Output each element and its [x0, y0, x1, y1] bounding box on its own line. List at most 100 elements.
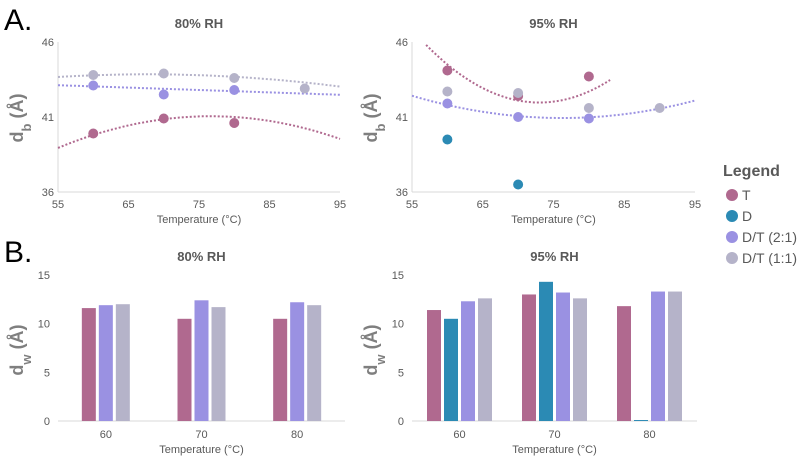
- y-tick-label: 46: [396, 37, 408, 49]
- chart-title: 80% RH: [175, 16, 223, 31]
- scatter-chart-1: 95% RH 55 65 75 85 95 36 41 46 Temperature (°C): [396, 16, 701, 226]
- trendline: [411, 94, 696, 119]
- legend-label-d: D: [742, 208, 752, 224]
- trendline: [57, 115, 341, 149]
- data-point: [442, 86, 453, 97]
- bar: [81, 308, 96, 421]
- panel-label-a: A.: [4, 4, 32, 37]
- x-tick-label: 80: [643, 429, 655, 441]
- x-tick-label: 55: [406, 199, 418, 211]
- x-tick-label: 95: [334, 199, 346, 211]
- data-point: [229, 118, 240, 128]
- y-tick-label: 15: [38, 270, 50, 282]
- bar: [461, 301, 475, 421]
- bar: [273, 318, 288, 421]
- data-point: [229, 73, 240, 83]
- y-tick-label: 36: [396, 187, 408, 199]
- y-tick-label: 0: [398, 416, 404, 428]
- data-point: [158, 68, 169, 79]
- x-axis-label: Temperature (°C): [511, 214, 595, 226]
- data-point: [654, 103, 665, 113]
- legend-marker-t: [726, 189, 738, 201]
- data-point: [442, 134, 453, 145]
- bar: [573, 298, 587, 421]
- bar: [478, 298, 492, 421]
- bar: [556, 292, 570, 421]
- bar: [290, 302, 305, 421]
- y-tick-label: 10: [392, 319, 404, 331]
- y-tick-label: 5: [44, 367, 50, 379]
- bar: [194, 300, 209, 421]
- x-axis-label: Temperature (°C): [512, 444, 596, 456]
- legend: Legend T D D/T (2:1) D/T (1:1): [723, 163, 797, 266]
- chart-title: 80% RH: [177, 249, 225, 264]
- x-tick-label: 60: [453, 429, 465, 441]
- data-point: [442, 65, 453, 76]
- data-point: [158, 113, 169, 124]
- data-point: [442, 98, 453, 109]
- x-tick-label: 75: [547, 199, 559, 211]
- y-tick-label: 46: [42, 37, 54, 49]
- legend-label-dt21: D/T (2:1): [742, 229, 797, 245]
- bar: [177, 318, 192, 421]
- data-point: [158, 89, 169, 100]
- data-point: [583, 113, 594, 124]
- bar-chart-3: 95% RH 0 5 10 15 60 70 80 Temperature (°C): [392, 249, 697, 456]
- bar: [539, 281, 553, 421]
- data-point: [88, 128, 99, 139]
- legend-label-dt11: D/T (1:1): [742, 250, 797, 266]
- legend-title: Legend: [723, 163, 780, 180]
- x-axis-label: Temperature (°C): [157, 214, 241, 226]
- x-tick-label: 65: [122, 199, 134, 211]
- data-point: [513, 88, 524, 98]
- bar: [668, 291, 682, 421]
- x-tick-label: 70: [195, 429, 207, 441]
- panel-label-b: B.: [4, 236, 32, 269]
- y-axis-label: db (Å): [361, 94, 388, 143]
- data-point: [583, 103, 594, 113]
- trendline: [57, 73, 341, 88]
- bar: [307, 305, 322, 421]
- bar: [522, 294, 536, 421]
- data-point: [583, 71, 594, 82]
- y-tick-label: 10: [38, 319, 50, 331]
- data-point: [88, 80, 99, 91]
- scatter-chart-0: 80% RH 55 65 75 85 95 36 41 46 Temperature (°C): [42, 16, 346, 226]
- chart-title: 95% RH: [530, 249, 578, 264]
- y-tick-label: 0: [44, 416, 50, 428]
- y-axis-label: db (Å): [7, 94, 34, 143]
- x-tick-label: 80: [291, 429, 303, 441]
- x-tick-label: 85: [263, 199, 275, 211]
- y-tick-label: 41: [396, 112, 408, 124]
- y-tick-label: 15: [392, 270, 404, 282]
- legend-marker-dt11: [726, 252, 738, 264]
- x-tick-label: 75: [193, 199, 205, 211]
- bar: [634, 420, 648, 421]
- y-tick-label: 36: [42, 187, 54, 199]
- x-axis-label: Temperature (°C): [159, 444, 243, 456]
- y-axis-label: dw (Å): [361, 324, 388, 375]
- data-point: [88, 70, 99, 80]
- legend-label-t: T: [742, 187, 751, 203]
- chart-title: 95% RH: [529, 16, 577, 31]
- data-point: [513, 112, 524, 122]
- bar: [98, 305, 113, 421]
- legend-marker-dt21: [726, 231, 738, 243]
- data-point: [229, 85, 240, 95]
- bar: [115, 304, 130, 421]
- x-tick-label: 60: [100, 429, 112, 441]
- y-tick-label: 5: [398, 367, 404, 379]
- trendline: [57, 84, 341, 96]
- x-tick-label: 95: [689, 199, 701, 211]
- bar: [617, 306, 631, 421]
- x-tick-label: 85: [618, 199, 630, 211]
- y-tick-label: 41: [42, 112, 54, 124]
- bar: [427, 310, 441, 421]
- data-point: [299, 83, 310, 94]
- x-tick-label: 70: [548, 429, 560, 441]
- bar: [651, 291, 665, 421]
- y-axis-label: dw (Å): [7, 324, 34, 375]
- bar: [444, 318, 458, 421]
